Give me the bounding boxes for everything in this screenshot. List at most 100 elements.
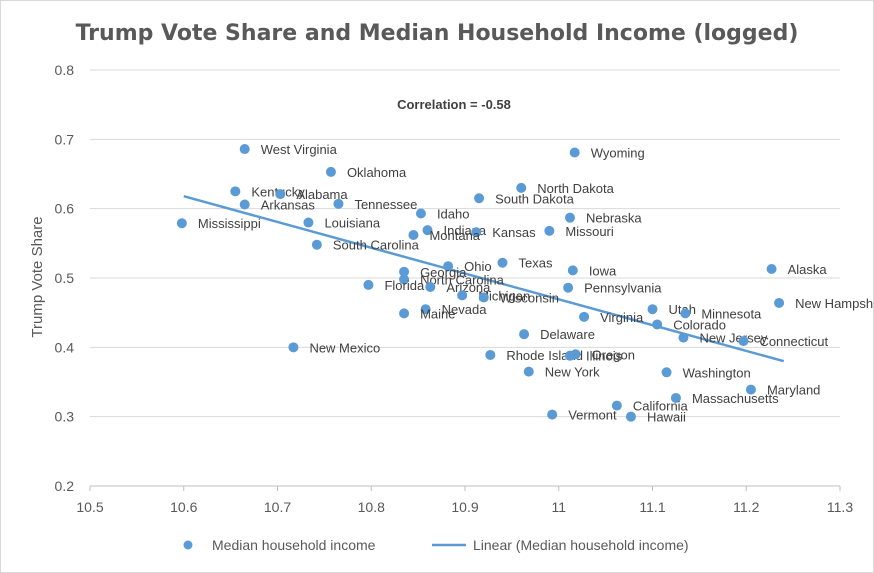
x-tick-label: 10.7 [264, 499, 291, 515]
data-point [611, 400, 622, 411]
data-point [239, 144, 250, 155]
data-point [567, 265, 578, 276]
point-label: Louisiana [324, 216, 380, 231]
y-tick-label: 0.5 [55, 270, 75, 286]
point-label: Iowa [589, 263, 617, 278]
point-label: New Hampshire [795, 296, 874, 311]
data-point [565, 212, 575, 223]
data-point [399, 308, 410, 319]
data-point [544, 225, 555, 236]
data-point [485, 349, 496, 360]
point-label: Arizona [446, 280, 491, 295]
data-point [766, 263, 777, 274]
data-point [303, 217, 314, 228]
x-tick-label: 10.6 [170, 499, 197, 515]
point-label: Alaska [788, 262, 828, 277]
point-label: Illinois [586, 349, 623, 364]
point-label: Virginia [600, 310, 644, 325]
data-point [738, 336, 749, 347]
x-tick-label: 11 [551, 499, 566, 515]
point-label: Nebraska [586, 211, 642, 226]
data-point [363, 279, 374, 290]
point-label: Pennsylvania [584, 281, 662, 296]
data-point [275, 189, 286, 200]
data-point [680, 308, 691, 319]
point-label: Minnesota [701, 306, 762, 321]
legend-label-trendline: Linear (Median household income) [473, 537, 689, 553]
x-tick-label: 10.8 [358, 499, 385, 515]
y-axis-ticks: 0.2 0.3 0.4 0.5 0.6 0.7 0.8 [55, 62, 75, 494]
point-label: Colorado [673, 317, 726, 332]
point-label: Arkansas [261, 198, 316, 213]
data-point [519, 329, 530, 340]
data-point [625, 411, 636, 422]
data-point [311, 239, 322, 250]
point-label: South Dakota [495, 191, 575, 206]
point-label: Maryland [767, 383, 820, 398]
point-label: Maine [420, 306, 455, 321]
data-point [547, 409, 558, 420]
data-points: West VirginiaOklahomaWyomingKentuckyAlab… [176, 142, 874, 425]
point-label: Ohio [464, 259, 491, 274]
data-point [647, 304, 658, 315]
data-point [661, 367, 672, 378]
y-tick-label: 0.2 [55, 478, 75, 494]
chart-title: Trump Vote Share and Median Household In… [76, 21, 799, 46]
point-label: Delaware [540, 327, 595, 342]
data-point [425, 282, 436, 293]
point-label: Mississippi [198, 216, 261, 231]
point-label: New Jersey [699, 331, 767, 346]
data-point [497, 257, 508, 268]
point-label: California [633, 399, 689, 414]
data-point [230, 186, 241, 197]
point-label: North Dakota [537, 181, 614, 196]
point-label: Kansas [492, 225, 536, 240]
data-point [774, 297, 785, 308]
data-point [443, 261, 454, 272]
data-point [457, 290, 468, 301]
data-point [288, 342, 299, 353]
data-point [563, 282, 574, 293]
data-point [569, 147, 580, 158]
point-label: Georgia [420, 265, 467, 280]
legend: Median household income Linear (Median h… [183, 537, 689, 553]
x-axis-ticks: 10.5 10.6 10.7 10.8 10.9 11 11.1 11.2 11.3 [76, 486, 853, 515]
point-label: North Carolina [420, 272, 505, 287]
point-label: Oregon [592, 347, 635, 362]
data-point [474, 193, 485, 204]
point-label: Hawaii [647, 410, 686, 425]
point-label: Connecticut [759, 334, 828, 349]
point-label: Alabama [296, 187, 348, 202]
y-tick-label: 0.8 [55, 62, 75, 78]
point-label: Nevada [442, 302, 488, 317]
data-point [478, 292, 489, 303]
data-point [471, 227, 482, 238]
y-tick-label: 0.3 [55, 409, 75, 425]
y-tick-label: 0.4 [55, 339, 75, 355]
data-point [745, 384, 756, 395]
data-point [570, 349, 581, 360]
data-point [652, 319, 663, 330]
correlation-annotation: Correlation = -0.58 [397, 97, 511, 112]
point-label: Massachusetts [692, 391, 779, 406]
data-point [516, 182, 527, 193]
data-point [399, 266, 410, 277]
data-point [422, 225, 433, 236]
point-label: Michigan [478, 288, 530, 303]
x-tick-label: 10.9 [451, 499, 478, 515]
data-point [523, 366, 534, 377]
y-tick-label: 0.7 [55, 131, 75, 147]
legend-label-scatter: Median household income [212, 537, 376, 553]
point-label: Idaho [437, 207, 470, 222]
legend-marker-scatter [183, 540, 193, 550]
point-label: Wyoming [591, 146, 645, 161]
point-label: Montana [429, 228, 480, 243]
data-point [176, 218, 187, 229]
point-label: Florida [384, 278, 425, 293]
point-label: Wisconsin [500, 290, 559, 305]
y-tick-label: 0.6 [55, 201, 75, 217]
x-tick-label: 11.2 [733, 499, 759, 515]
point-label: Vermont [568, 408, 617, 423]
